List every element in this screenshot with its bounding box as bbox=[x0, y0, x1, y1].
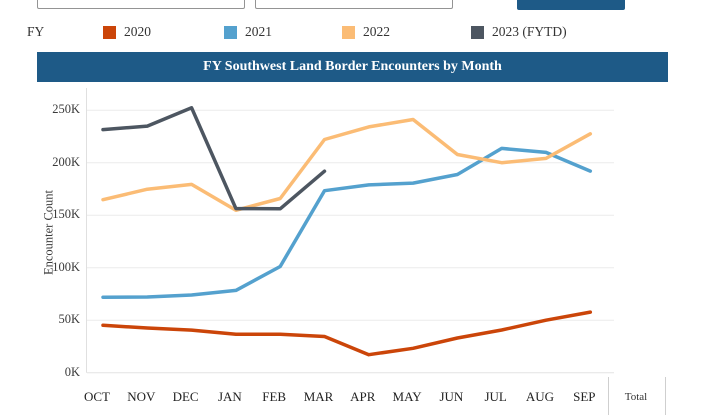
x-axis-label: FEB bbox=[262, 389, 287, 404]
y-axis-tick-label: 250K bbox=[52, 102, 80, 117]
x-axis-label: MAR bbox=[303, 389, 334, 404]
x-axis-label: DEC bbox=[172, 389, 199, 404]
chart-title-banner: FY Southwest Land Border Encounters by M… bbox=[37, 52, 668, 82]
legend-item-label: 2022 bbox=[363, 24, 390, 39]
x-axis-label: NOV bbox=[127, 389, 156, 404]
x-axis-label: MAY bbox=[392, 389, 422, 404]
x-axis-label: JUN bbox=[439, 389, 464, 404]
y-axis-tick-label: 100K bbox=[52, 259, 80, 274]
legend-title: FY bbox=[27, 24, 45, 39]
legend-item-label: 2020 bbox=[124, 24, 151, 39]
total-column-header: Total bbox=[624, 391, 648, 403]
series-line-2023-fytd[interactable] bbox=[101, 106, 327, 211]
legend-swatch-2021 bbox=[224, 25, 237, 39]
y-axis-tick-label: 150K bbox=[52, 207, 80, 222]
legend-swatch-2022 bbox=[342, 25, 355, 39]
y-axis-title: Encounter Count bbox=[41, 189, 56, 276]
y-axis-tick-label: 50K bbox=[58, 312, 80, 327]
apply-filter-button[interactable] bbox=[517, 0, 625, 10]
y-axis-tick-label: 200K bbox=[52, 154, 80, 169]
series-line-2022[interactable] bbox=[101, 117, 593, 213]
date-range-start-input[interactable] bbox=[37, 0, 245, 9]
series-line-2021[interactable] bbox=[101, 146, 593, 299]
legend-item-2021[interactable]: 2021 bbox=[224, 24, 272, 40]
legend-item-2023-fytd[interactable]: 2023 (FYTD) bbox=[471, 24, 567, 40]
x-axis-label: JUL bbox=[484, 389, 507, 404]
x-axis-label: JAN bbox=[217, 389, 242, 404]
total-column-divider-right bbox=[665, 377, 666, 415]
line-chart-plot-area bbox=[86, 88, 614, 374]
legend-item-2020[interactable]: 2020 bbox=[103, 24, 151, 40]
legend-item-label: 2023 (FYTD) bbox=[492, 24, 567, 39]
date-range-end-input[interactable] bbox=[255, 0, 453, 9]
legend-swatch-2020 bbox=[103, 25, 116, 39]
legend-item-label: 2021 bbox=[245, 24, 272, 39]
series-line-2020[interactable] bbox=[101, 310, 593, 357]
legend-item-2022[interactable]: 2022 bbox=[342, 24, 390, 40]
x-axis-label: APR bbox=[350, 389, 376, 404]
x-axis-label: OCT bbox=[84, 389, 110, 404]
total-column-divider-left bbox=[608, 377, 609, 415]
x-axis-label: SEP bbox=[573, 389, 596, 404]
y-axis-tick-label: 0K bbox=[64, 364, 80, 379]
x-axis-label: AUG bbox=[525, 389, 555, 404]
legend-swatch-2023 bbox=[471, 25, 484, 39]
